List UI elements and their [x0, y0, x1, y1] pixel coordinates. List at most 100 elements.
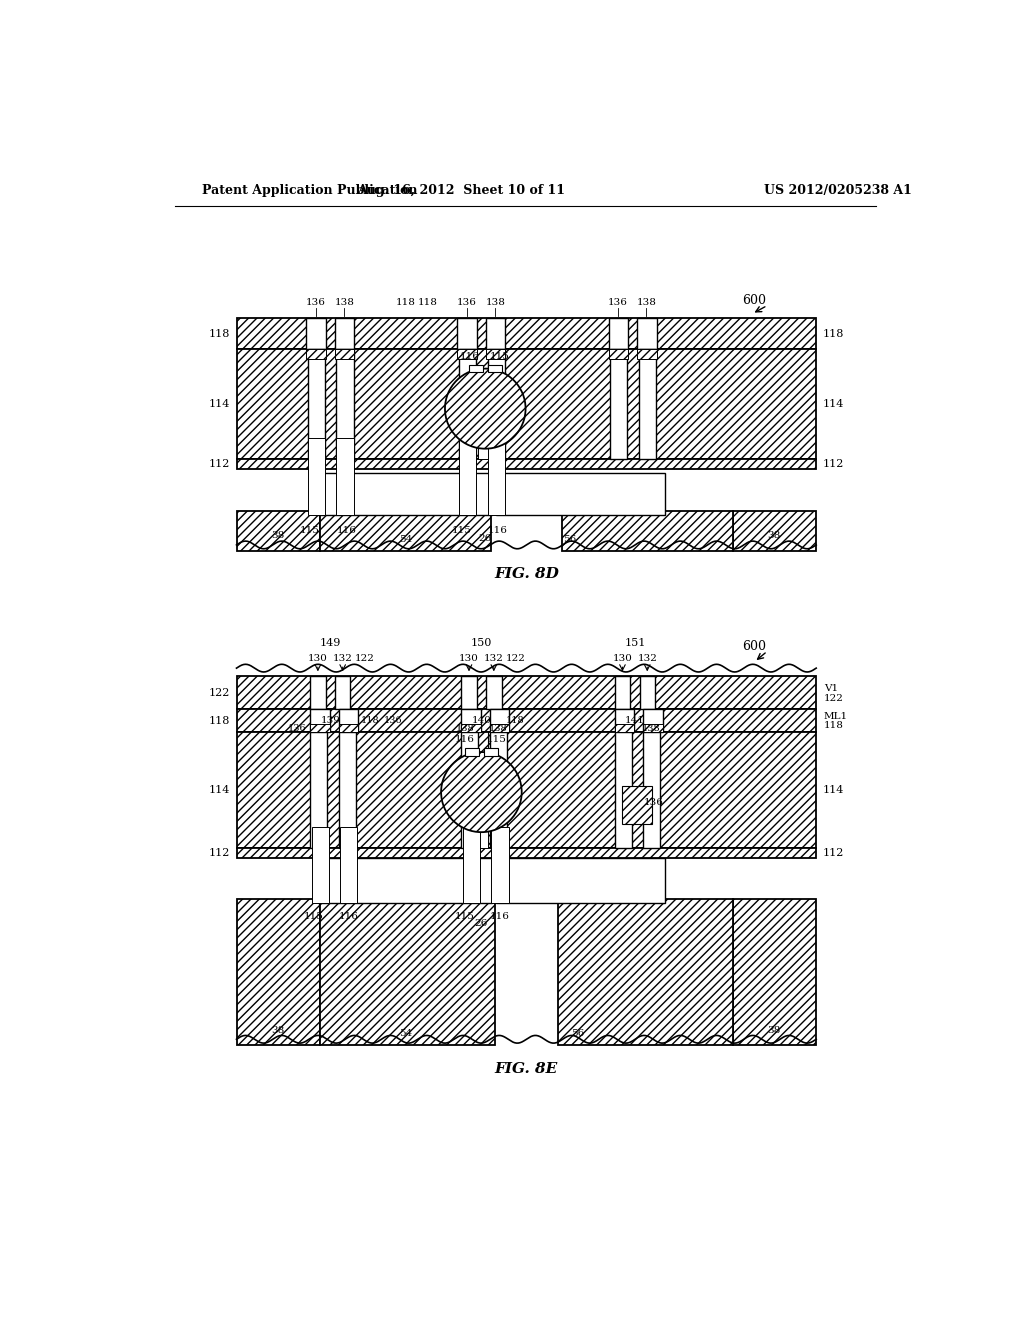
- Bar: [237, 709, 816, 733]
- Bar: [311, 826, 329, 903]
- Bar: [335, 350, 354, 359]
- Bar: [608, 350, 628, 359]
- Text: 118: 118: [360, 715, 379, 725]
- Bar: [643, 709, 663, 733]
- Text: 54: 54: [398, 535, 412, 544]
- Bar: [339, 733, 356, 847]
- Text: 150: 150: [471, 639, 493, 648]
- Text: 116: 116: [460, 352, 479, 360]
- Bar: [489, 733, 507, 847]
- Text: 600: 600: [742, 640, 766, 653]
- Text: 114: 114: [209, 785, 230, 795]
- Bar: [483, 748, 498, 756]
- Text: 118: 118: [209, 715, 230, 726]
- Bar: [614, 723, 634, 733]
- Bar: [478, 445, 493, 459]
- Bar: [335, 676, 350, 709]
- Bar: [337, 438, 353, 515]
- Text: 38: 38: [271, 1026, 285, 1035]
- Bar: [237, 459, 816, 469]
- Text: 112: 112: [209, 459, 230, 469]
- Bar: [308, 438, 325, 515]
- Bar: [458, 350, 477, 359]
- Bar: [640, 676, 655, 709]
- Text: 118: 118: [506, 715, 525, 725]
- Text: 141: 141: [625, 715, 645, 725]
- Bar: [459, 350, 476, 459]
- Text: 116: 116: [337, 525, 356, 535]
- Bar: [643, 723, 663, 733]
- Text: 136: 136: [305, 298, 326, 306]
- Bar: [321, 899, 495, 1045]
- Bar: [335, 318, 354, 350]
- Text: 116: 116: [455, 735, 474, 744]
- Bar: [489, 723, 509, 733]
- Bar: [492, 826, 509, 903]
- Bar: [487, 438, 505, 515]
- Text: 115: 115: [452, 525, 471, 535]
- Text: 600: 600: [742, 294, 766, 308]
- Text: Aug. 16, 2012  Sheet 10 of 11: Aug. 16, 2012 Sheet 10 of 11: [357, 185, 565, 197]
- Bar: [459, 438, 476, 515]
- Text: 138: 138: [642, 723, 660, 733]
- Text: 116: 116: [490, 912, 510, 920]
- Text: 115: 115: [489, 352, 509, 360]
- Bar: [461, 676, 477, 709]
- Bar: [237, 511, 321, 552]
- Text: 138: 138: [334, 298, 354, 306]
- Bar: [732, 511, 816, 552]
- Text: 130: 130: [459, 655, 479, 664]
- Text: 115: 115: [300, 525, 321, 535]
- Text: 149: 149: [319, 639, 341, 648]
- Text: 132: 132: [637, 655, 657, 664]
- Bar: [614, 733, 632, 847]
- Bar: [639, 350, 655, 459]
- Text: 118: 118: [395, 298, 416, 306]
- Text: 138: 138: [488, 723, 507, 733]
- Text: 26: 26: [475, 919, 488, 928]
- Bar: [310, 676, 326, 709]
- Text: 130: 130: [612, 655, 633, 664]
- Bar: [608, 318, 628, 350]
- Text: 54: 54: [398, 1030, 412, 1039]
- Bar: [487, 350, 505, 459]
- Text: 122: 122: [824, 694, 844, 702]
- Circle shape: [445, 368, 525, 449]
- Text: 115: 115: [487, 735, 507, 744]
- Text: 115: 115: [456, 912, 475, 920]
- Bar: [321, 511, 490, 552]
- Text: 138: 138: [637, 298, 656, 306]
- Bar: [237, 318, 816, 350]
- Text: 118: 118: [822, 329, 844, 339]
- Bar: [487, 364, 502, 372]
- Bar: [469, 364, 483, 372]
- Circle shape: [441, 752, 521, 832]
- Text: 26: 26: [478, 533, 492, 543]
- Text: 56: 56: [570, 1030, 584, 1039]
- Text: 122: 122: [209, 688, 230, 698]
- Bar: [496, 858, 665, 903]
- Text: 136: 136: [643, 799, 664, 808]
- Bar: [614, 676, 630, 709]
- Bar: [237, 899, 321, 1045]
- Bar: [340, 826, 357, 903]
- Text: 151: 151: [625, 639, 645, 648]
- Text: 122: 122: [506, 655, 525, 664]
- Text: 114: 114: [822, 785, 844, 795]
- Bar: [310, 733, 328, 847]
- Text: 112: 112: [822, 847, 844, 858]
- Text: 116: 116: [487, 525, 508, 535]
- Text: 138: 138: [456, 723, 474, 733]
- Bar: [489, 709, 509, 733]
- Text: 114: 114: [822, 399, 844, 409]
- Bar: [474, 829, 488, 847]
- Bar: [558, 899, 732, 1045]
- Text: ML1: ML1: [824, 713, 848, 721]
- Text: 118: 118: [418, 298, 438, 306]
- Text: FIG. 8E: FIG. 8E: [495, 1061, 558, 1076]
- Bar: [458, 318, 477, 350]
- Bar: [237, 847, 816, 858]
- Bar: [486, 350, 506, 359]
- Bar: [614, 709, 634, 733]
- Text: 116: 116: [339, 912, 358, 920]
